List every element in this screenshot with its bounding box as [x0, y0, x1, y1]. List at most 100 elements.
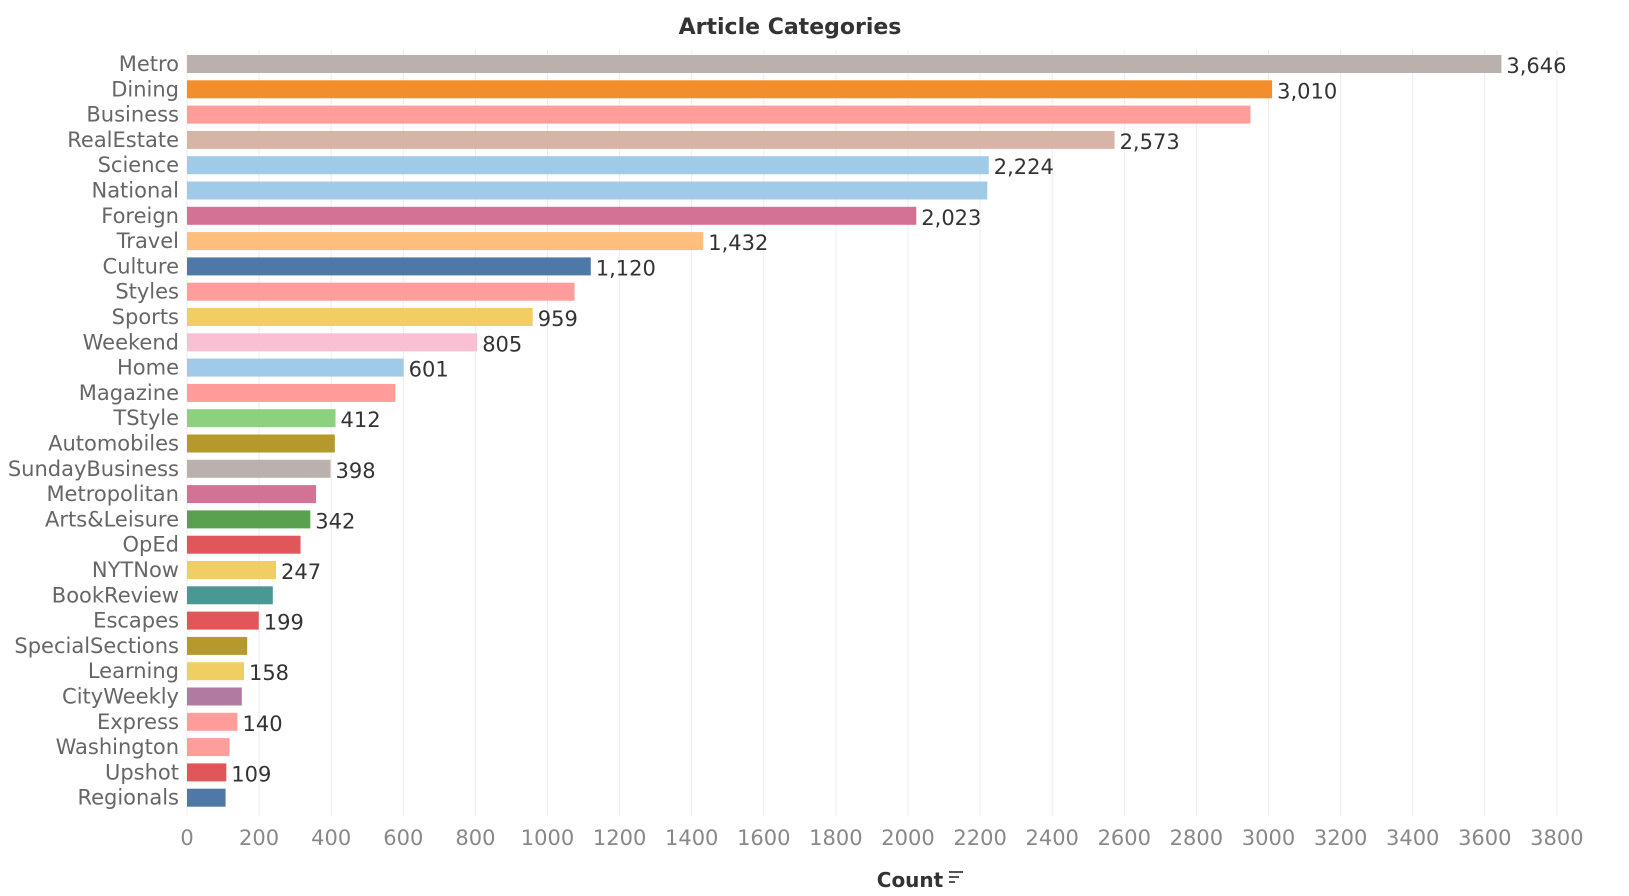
- bar-cityweekly[interactable]: [187, 687, 242, 706]
- bar-express[interactable]: [187, 712, 238, 731]
- x-tick-label: 3400: [1386, 826, 1439, 850]
- bar-metro[interactable]: [187, 55, 1502, 73]
- bar-sports[interactable]: [187, 308, 533, 326]
- bar-magazine[interactable]: [187, 383, 396, 402]
- value-label: 342: [315, 509, 355, 533]
- category-label: NYTNow: [92, 558, 179, 582]
- value-label: 247: [281, 560, 321, 584]
- category-label: Express: [97, 710, 179, 734]
- x-axis-ticks: 0 200 400 600 800 1000 1200 1400 1600 1800 2000 220…: [180, 826, 1583, 850]
- bar-national[interactable]: [187, 181, 988, 200]
- category-label: Travel: [116, 229, 179, 253]
- category-label: Dining: [111, 77, 179, 101]
- bar-regionals[interactable]: [187, 788, 226, 807]
- value-label: 3,646: [1506, 54, 1566, 78]
- bar-realestate[interactable]: [187, 130, 1115, 149]
- bar-escapes[interactable]: [187, 611, 259, 630]
- category-label: Business: [86, 103, 179, 127]
- category-label: Home: [117, 356, 179, 380]
- x-tick-label: 0: [180, 826, 193, 850]
- value-label: 2,224: [994, 155, 1054, 179]
- category-labels: MetroDiningBusinessRealEstateScienceNati…: [8, 52, 179, 810]
- x-tick-label: 3800: [1530, 826, 1583, 850]
- x-tick-label: 600: [383, 826, 423, 850]
- value-label: 140: [242, 712, 282, 736]
- sort-descending-icon[interactable]: [949, 871, 963, 883]
- value-label: 2,023: [921, 206, 981, 230]
- category-label: Learning: [88, 659, 179, 683]
- value-label: 805: [482, 332, 522, 356]
- bars: [187, 55, 1502, 807]
- bar-science[interactable]: [187, 156, 989, 175]
- value-label: 109: [231, 762, 271, 786]
- bar-learning[interactable]: [187, 662, 244, 681]
- bar-styles[interactable]: [187, 282, 575, 301]
- value-label: 601: [409, 358, 449, 382]
- bar-dining[interactable]: [187, 80, 1273, 99]
- value-label: 1,120: [596, 256, 656, 280]
- category-label: Upshot: [105, 760, 179, 784]
- category-label: Culture: [103, 254, 179, 278]
- bar-tstyle[interactable]: [187, 409, 336, 428]
- bar-bookreview[interactable]: [187, 586, 273, 605]
- bar-weekend[interactable]: [187, 333, 478, 352]
- x-tick-label: 2400: [1025, 826, 1078, 850]
- category-label: Science: [98, 153, 179, 177]
- x-tick-label: 2600: [1098, 826, 1151, 850]
- bar-foreign[interactable]: [187, 206, 917, 225]
- category-label: National: [91, 179, 179, 203]
- value-label: 199: [264, 611, 304, 635]
- bar-home[interactable]: [187, 358, 404, 377]
- x-tick-label: 800: [455, 826, 495, 850]
- category-label: Automobiles: [48, 432, 179, 456]
- x-tick-label: 2200: [953, 826, 1006, 850]
- category-label: Metro: [119, 52, 179, 76]
- x-tick-label: 3200: [1314, 826, 1367, 850]
- value-label: 3,010: [1277, 79, 1337, 103]
- category-label: Arts&Leisure: [45, 507, 179, 531]
- category-label: Styles: [115, 280, 179, 304]
- category-label: CityWeekly: [62, 685, 179, 709]
- bar-sundaybusiness[interactable]: [187, 459, 331, 478]
- bar-metropolitan[interactable]: [187, 485, 317, 504]
- category-label: Regionals: [77, 786, 179, 810]
- category-label: Metropolitan: [46, 482, 179, 506]
- category-label: SpecialSections: [14, 634, 179, 658]
- bar-automobiles[interactable]: [187, 434, 335, 453]
- bar-culture[interactable]: [187, 257, 591, 276]
- bar-specialsections[interactable]: [187, 636, 248, 655]
- x-tick-label: 2000: [881, 826, 934, 850]
- x-tick-label: 1600: [737, 826, 790, 850]
- bar-oped[interactable]: [187, 535, 301, 554]
- x-tick-label: 1000: [521, 826, 574, 850]
- category-label: RealEstate: [67, 128, 179, 152]
- bar-travel[interactable]: [187, 232, 704, 251]
- x-axis-title: Count: [877, 868, 944, 892]
- value-labels: 3,646 3,010 2,573 2,224 2,023 1,432 1,120 959 80…: [231, 54, 1566, 786]
- chart-title: Article Categories: [679, 15, 902, 40]
- x-tick-label: 1400: [665, 826, 718, 850]
- x-tick-label: 400: [311, 826, 351, 850]
- value-label: 1,432: [708, 231, 768, 255]
- bar-upshot[interactable]: [187, 763, 227, 782]
- value-label: 2,573: [1120, 130, 1180, 154]
- x-tick-label: 1800: [809, 826, 862, 850]
- value-label: 412: [341, 408, 381, 432]
- x-tick-label: 2800: [1170, 826, 1223, 850]
- x-tick-label: 3000: [1242, 826, 1295, 850]
- category-label: TStyle: [112, 406, 179, 430]
- bar-arts-leisure[interactable]: [187, 510, 311, 529]
- category-label: Magazine: [79, 381, 179, 405]
- gridlines: [186, 50, 1558, 816]
- bar-washington[interactable]: [187, 738, 230, 757]
- category-label: OpEd: [123, 533, 179, 557]
- bar-business[interactable]: [187, 105, 1251, 124]
- category-label: Escapes: [93, 609, 179, 633]
- category-label: Washington: [56, 735, 179, 759]
- value-label: 959: [538, 307, 578, 331]
- bar-nytnow[interactable]: [187, 561, 277, 579]
- category-label: Weekend: [83, 330, 179, 354]
- x-tick-label: 1200: [593, 826, 646, 850]
- category-label: Foreign: [101, 204, 179, 228]
